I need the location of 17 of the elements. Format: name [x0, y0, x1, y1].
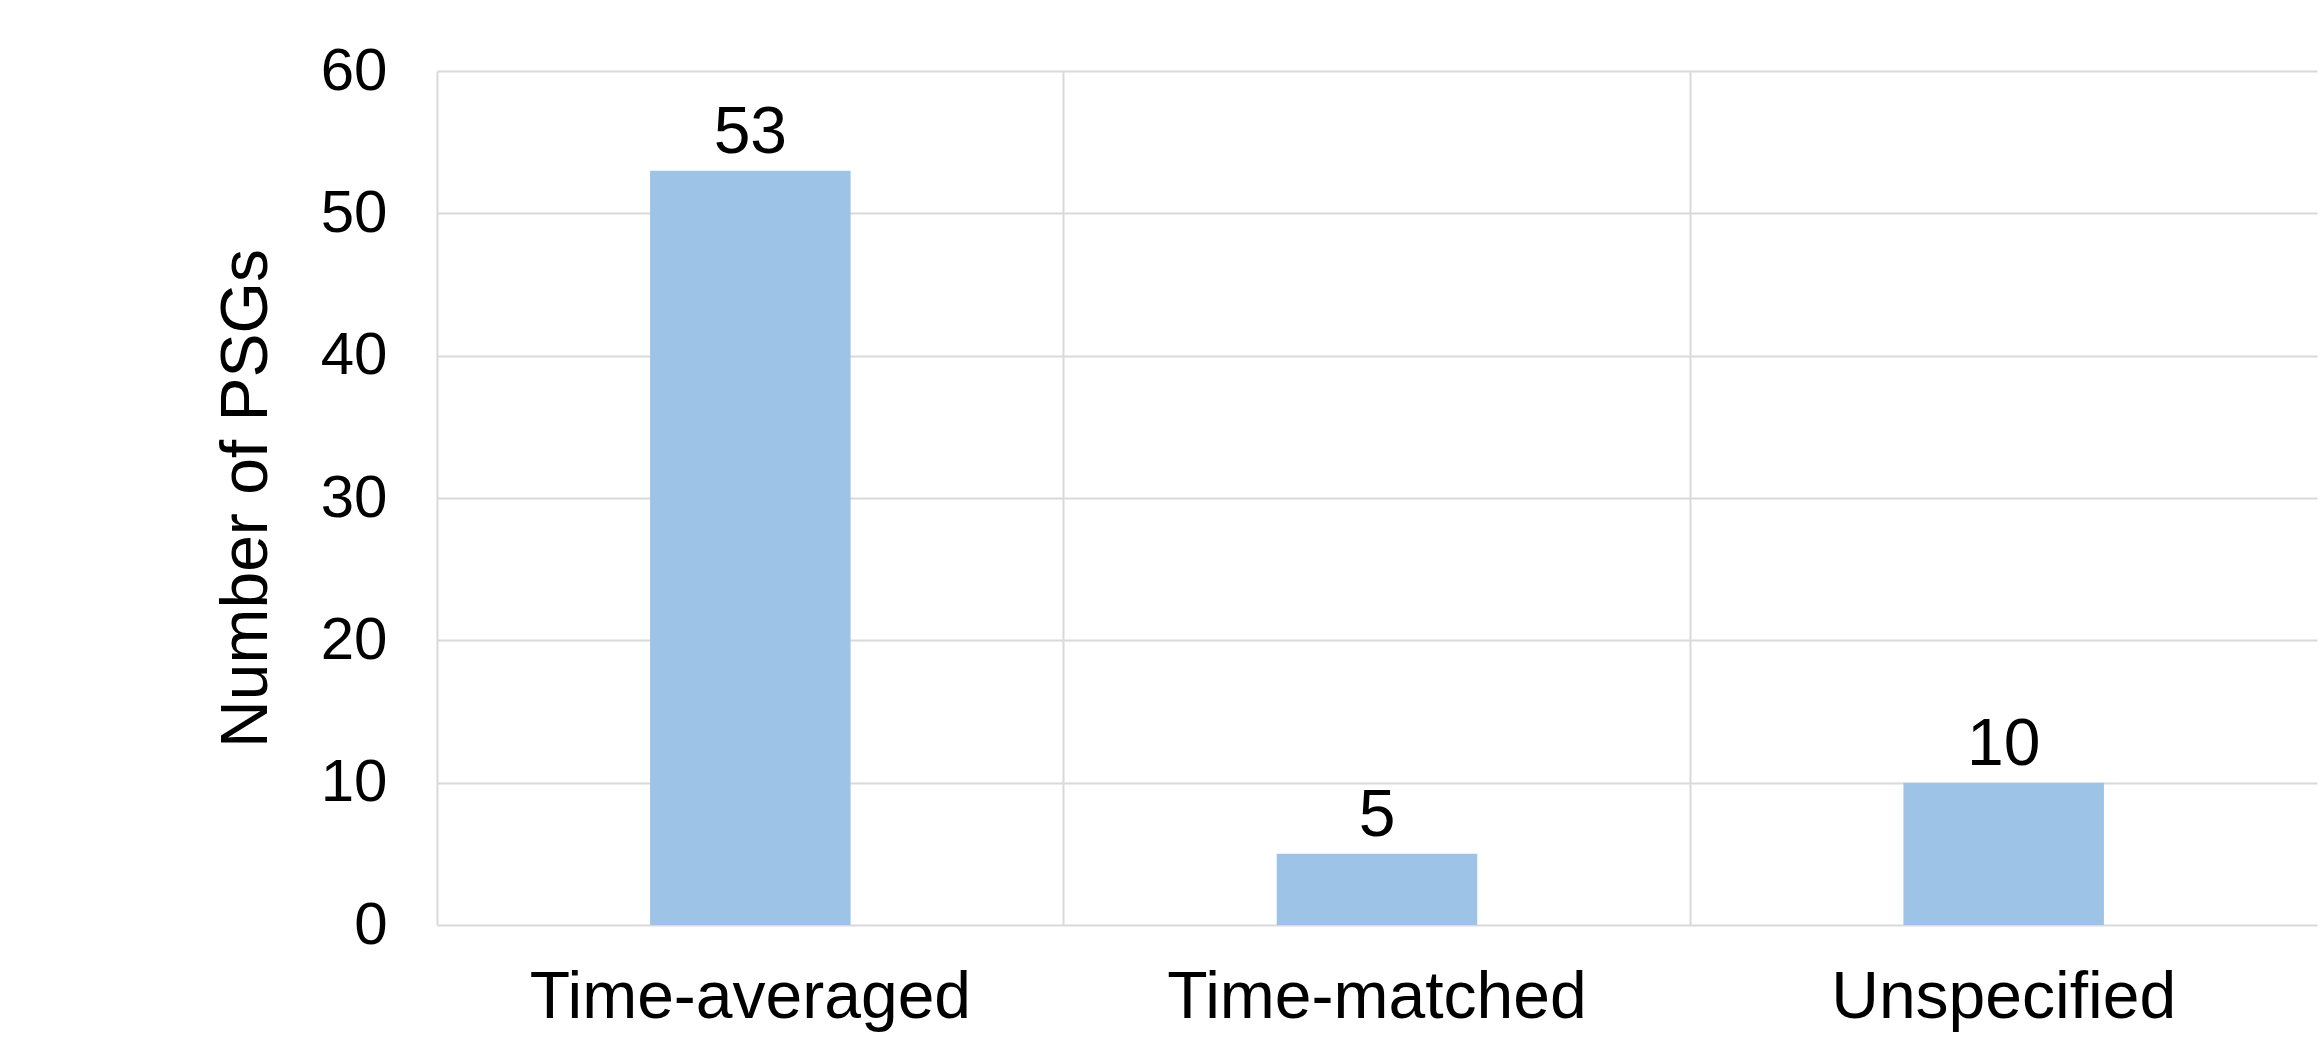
bar	[1903, 782, 2104, 925]
x-tick-label: Unspecified	[1831, 957, 2177, 1032]
y-axis-title: Number of PSGs	[206, 249, 281, 748]
y-tick-label: 10	[320, 747, 388, 815]
y-tick-label: 20	[320, 604, 388, 672]
y-tick-label: 60	[320, 35, 388, 103]
data-label: 53	[713, 92, 788, 167]
data-label: 5	[1358, 775, 1396, 850]
y-tick-label: 40	[320, 320, 388, 388]
bar	[650, 170, 851, 925]
y-tick-label: 50	[320, 177, 388, 245]
bar	[1276, 853, 1478, 925]
x-tick-label: Time-matched	[1167, 957, 1587, 1032]
data-label: 10	[1966, 704, 2041, 779]
x-tick-label: Time-averaged	[529, 957, 972, 1032]
y-tick-label: 30	[320, 462, 388, 530]
y-tick-label: 0	[354, 889, 388, 957]
